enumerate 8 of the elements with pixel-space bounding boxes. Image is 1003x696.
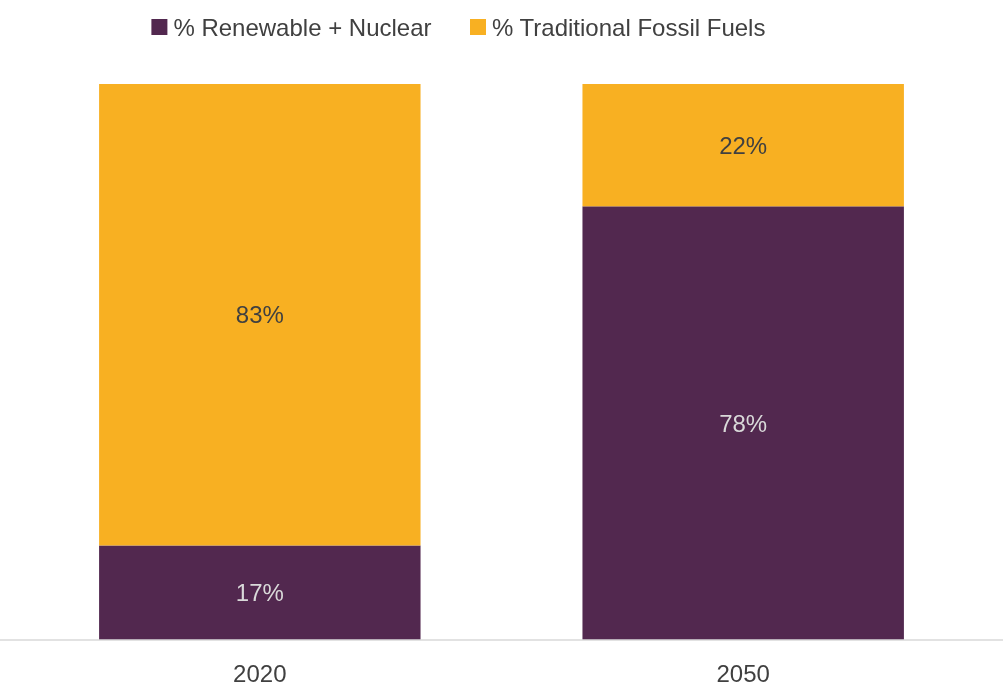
data-label: 17% — [235, 579, 284, 607]
data-label: 78% — [719, 409, 768, 437]
data-label: 22% — [719, 131, 768, 159]
x-tick-label: 2050 — [716, 660, 770, 687]
legend-label: % Renewable + Nuclear — [173, 13, 432, 41]
legend-label: % Traditional Fossil Fuels — [492, 13, 766, 41]
data-label: 83% — [235, 301, 284, 329]
x-tick-label: 2020 — [233, 660, 287, 687]
